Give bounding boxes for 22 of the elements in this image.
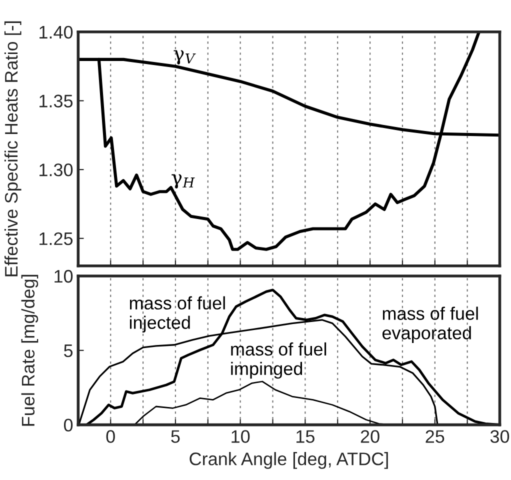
x-tick-label: 5 — [171, 430, 180, 443]
y-axis-title: Effective Specific Heats Ratio [-] — [4, 21, 22, 276]
x-tick-label: 30 — [490, 430, 510, 443]
series-label: mass of fuel impinged — [231, 342, 326, 379]
y-tick-label: 1.35 — [40, 94, 73, 108]
y-tick-label: 10 — [54, 270, 73, 283]
x-tick-label: 20 — [360, 430, 380, 443]
y-tick-label: 1.40 — [40, 26, 73, 39]
x-tick-label: 0 — [106, 430, 115, 443]
y-tick-label: 0 — [64, 418, 73, 432]
y-tick-label: 5 — [64, 344, 73, 358]
y-tick-label: 1.25 — [40, 232, 73, 246]
series-label: γ$_{V}$ — [174, 50, 196, 64]
x-tick-label: 25 — [426, 430, 444, 443]
x-tick-label: 10 — [232, 430, 250, 443]
y-tick-label: 1.30 — [40, 164, 73, 176]
y-axis-title: Fuel Rate [mg/deg] — [21, 274, 38, 426]
series-label: γ$_{H}$ — [172, 174, 195, 188]
series-label: mass of fuel evaporated — [382, 306, 478, 343]
x-tick-label: 15 — [296, 430, 314, 443]
series-label: mass of fuel injected — [130, 296, 225, 333]
x-axis-title: Crank Angle [deg, ATDC] — [190, 452, 388, 469]
